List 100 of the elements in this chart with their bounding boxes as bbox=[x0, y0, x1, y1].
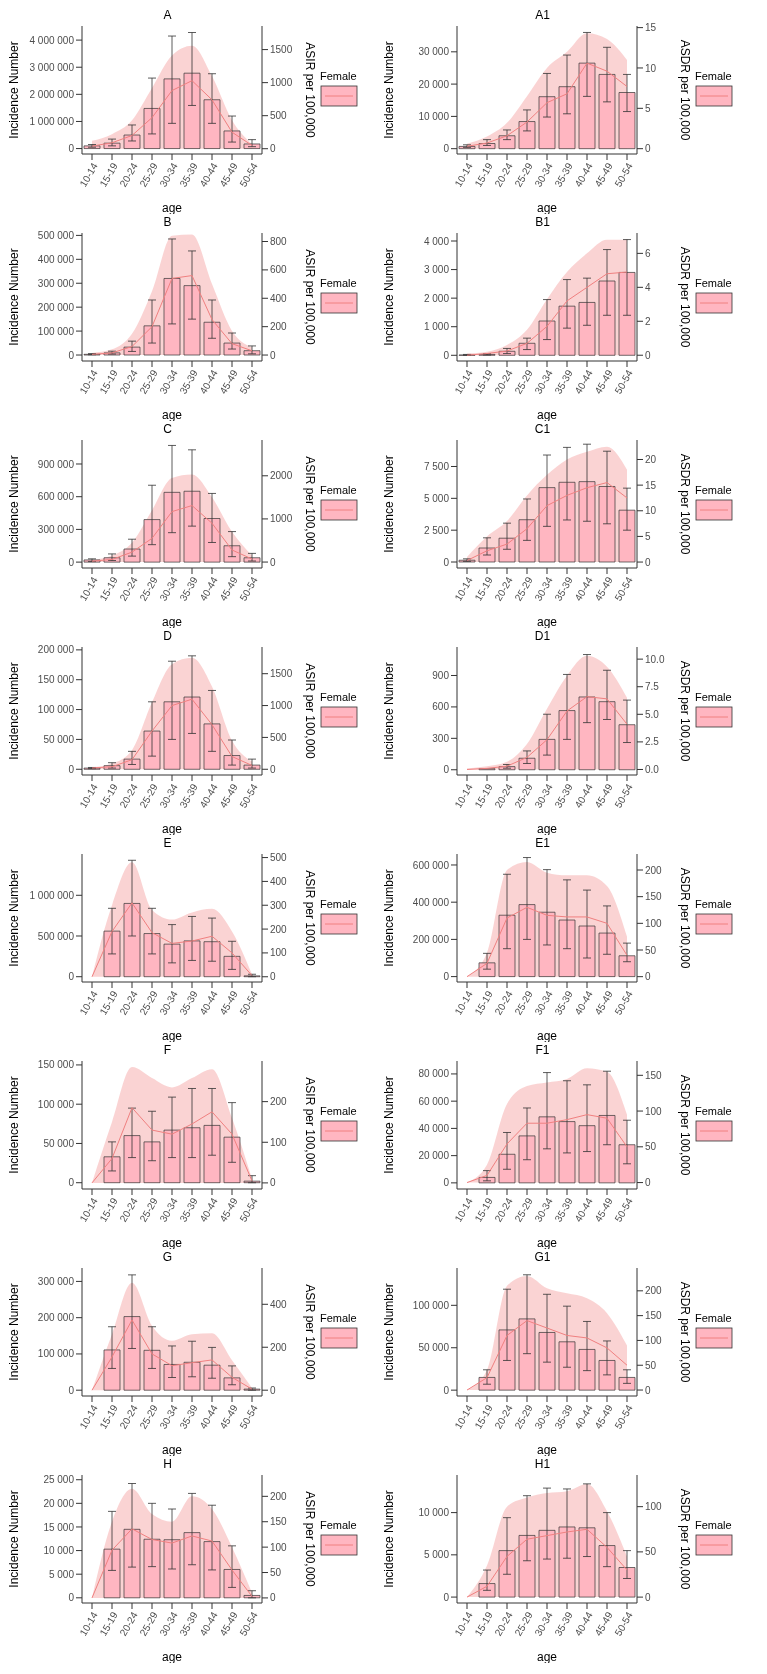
y2-tick-label: 2.5 bbox=[645, 736, 660, 748]
y-axis-title: Incidence Number bbox=[7, 41, 22, 139]
y2-axis-title: ASIR per 100,000 bbox=[302, 42, 317, 139]
y2-tick-label: 2000 bbox=[270, 470, 293, 482]
x-axis-title: age bbox=[536, 408, 558, 422]
y2-tick-label: 0 bbox=[270, 349, 276, 361]
y-tick-label: 10 000 bbox=[43, 1545, 75, 1557]
y-axis-title: Incidence Number bbox=[382, 1490, 397, 1588]
y2-tick-label: 2 bbox=[645, 315, 651, 327]
y2-tick-label: 200 bbox=[270, 923, 288, 935]
y-tick-label: 3 000 000 bbox=[29, 61, 75, 73]
y2-tick-label: 0 bbox=[270, 763, 276, 775]
y-tick-label: 20 000 bbox=[418, 78, 450, 90]
y2-tick-label: 200 bbox=[270, 1096, 288, 1108]
y-tick-label: 300 000 bbox=[37, 1275, 75, 1287]
y-axis-title: Incidence Number bbox=[7, 1283, 22, 1381]
y2-tick-label: 100 bbox=[645, 917, 663, 929]
text: Female bbox=[320, 898, 358, 910]
y2-tick-label: 15 bbox=[645, 22, 657, 34]
y2-tick-label: 20 bbox=[645, 454, 657, 466]
y2-tick-label: 400 bbox=[270, 875, 288, 887]
y-tick-label: 7 500 bbox=[423, 461, 450, 473]
y-tick-label: 5 000 bbox=[48, 1568, 75, 1580]
y2-tick-label: 150 bbox=[645, 1069, 663, 1081]
y-tick-label: 1 000 000 bbox=[29, 889, 75, 901]
y2-tick-label: 200 bbox=[270, 1490, 288, 1502]
y-tick-label: 900 000 bbox=[37, 458, 75, 470]
y-tick-label: 300 000 bbox=[37, 523, 75, 535]
y-tick-label: 0 bbox=[443, 764, 450, 776]
y2-tick-label: 200 bbox=[645, 1285, 663, 1297]
y-tick-label: 0 bbox=[443, 1591, 450, 1603]
y-tick-label: 25 000 bbox=[43, 1474, 75, 1486]
chart-title: F bbox=[162, 1043, 173, 1057]
y2-tick-label: 0 bbox=[645, 971, 651, 983]
y2-axis-title: ASDR per 100,000 bbox=[677, 660, 692, 762]
y-tick-label: 100 000 bbox=[412, 1299, 450, 1311]
y-axis-title: Incidence Number bbox=[7, 869, 22, 967]
y2-tick-label: 0 bbox=[270, 1177, 276, 1189]
y2-tick-label: 500 bbox=[270, 852, 288, 864]
y-tick-label: 0 bbox=[68, 1592, 75, 1604]
y-tick-label: 50 000 bbox=[43, 733, 75, 745]
y2-tick-label: 0 bbox=[645, 1177, 651, 1189]
x-axis-title: age bbox=[536, 822, 558, 836]
y-axis-title: Incidence Number bbox=[7, 248, 22, 346]
y2-tick-label: 100 bbox=[270, 1136, 288, 1148]
y2-tick-label: 500 bbox=[270, 110, 288, 122]
y2-tick-label: 15 bbox=[645, 479, 657, 491]
y-tick-label: 200 000 bbox=[37, 644, 75, 656]
y2-tick-label: 4 bbox=[645, 281, 651, 293]
y2-axis-title: ASDR per 100,000 bbox=[677, 1281, 692, 1383]
y2-tick-label: 5 bbox=[645, 530, 651, 542]
text: Female bbox=[695, 691, 733, 703]
y2-tick-label: 10 bbox=[645, 505, 657, 517]
y2-tick-label: 7.5 bbox=[645, 681, 660, 693]
y-axis-title: Incidence Number bbox=[7, 1076, 22, 1174]
y2-tick-label: 100 bbox=[270, 1541, 288, 1553]
text: Female bbox=[695, 898, 733, 910]
text: Female bbox=[320, 484, 358, 496]
y2-tick-label: 800 bbox=[270, 236, 288, 248]
y-axis-title: Incidence Number bbox=[382, 662, 397, 760]
y-tick-label: 100 000 bbox=[37, 1098, 75, 1110]
y-tick-label: 50 000 bbox=[418, 1342, 450, 1354]
y2-tick-label: 100 bbox=[645, 1501, 663, 1513]
y-tick-label: 100 000 bbox=[37, 704, 75, 716]
chart-title: C1 bbox=[533, 422, 552, 436]
chart-title: B bbox=[162, 215, 173, 229]
y2-tick-label: 0 bbox=[645, 143, 651, 155]
text: Female bbox=[695, 1312, 733, 1324]
y2-tick-label: 0.0 bbox=[645, 764, 660, 776]
y2-tick-label: 1000 bbox=[270, 77, 293, 89]
y-tick-label: 5 000 bbox=[423, 492, 450, 504]
text: Female bbox=[320, 691, 358, 703]
y-tick-label: 200 000 bbox=[37, 1312, 75, 1324]
chart-title: E bbox=[162, 836, 173, 850]
y-tick-label: 5 000 bbox=[423, 1549, 450, 1561]
y-tick-label: 2 000 bbox=[423, 292, 450, 304]
y2-tick-label: 100 bbox=[645, 1105, 663, 1117]
y-tick-label: 10 000 bbox=[418, 1507, 450, 1519]
y2-tick-label: 300 bbox=[270, 899, 288, 911]
y2-tick-label: 0 bbox=[270, 971, 276, 983]
y2-tick-label: 100 bbox=[270, 947, 288, 959]
y2-tick-label: 200 bbox=[270, 1341, 288, 1353]
y-tick-label: 0 bbox=[443, 349, 450, 361]
y2-tick-label: 10.0 bbox=[645, 653, 665, 665]
y2-tick-label: 5.0 bbox=[645, 708, 660, 720]
y2-axis-title: ASDR per 100,000 bbox=[677, 39, 692, 141]
y-tick-label: 20 000 bbox=[418, 1150, 450, 1162]
y2-tick-label: 200 bbox=[270, 321, 288, 333]
y-tick-label: 100 000 bbox=[37, 1348, 75, 1360]
y-tick-label: 500 000 bbox=[37, 930, 75, 942]
chart-title: C bbox=[162, 422, 173, 436]
y-tick-label: 900 bbox=[432, 670, 450, 682]
text: Female bbox=[695, 277, 733, 289]
text: Female bbox=[695, 70, 733, 82]
y2-tick-label: 10 bbox=[645, 62, 657, 74]
x-axis-title: age bbox=[161, 1236, 183, 1250]
y2-tick-label: 50 bbox=[645, 1141, 657, 1153]
x-axis-title: age bbox=[536, 1443, 558, 1457]
y-tick-label: 0 bbox=[68, 763, 75, 775]
y-axis-title: Incidence Number bbox=[7, 662, 22, 760]
